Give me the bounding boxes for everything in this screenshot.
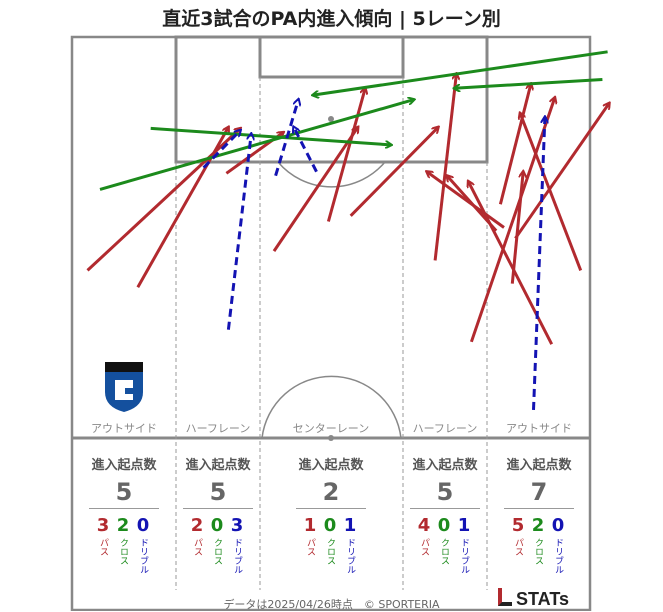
pass-label: パス	[98, 538, 108, 556]
goal-area	[258, 35, 405, 79]
stats-logo: STATs	[498, 588, 569, 610]
pass-arrow-13	[520, 113, 583, 271]
lane-label-halfspace-left: ハーフレーン	[186, 422, 251, 435]
pass-count: 1	[303, 515, 317, 536]
pass-arrow-9	[427, 172, 505, 229]
dribble-label: ドリブル	[138, 538, 148, 574]
cross-arrow-16	[99, 100, 414, 191]
stat-divider	[410, 508, 480, 509]
pass-count: 3	[96, 515, 110, 536]
pass-count: 4	[417, 515, 431, 536]
stat-total: 5	[436, 478, 454, 506]
dribble-arrow-24	[202, 130, 241, 169]
stat-total: 2	[322, 478, 340, 506]
dribble-label: ドリブル	[232, 538, 242, 574]
cross-arrow-18	[313, 50, 608, 95]
pass-label: パス	[513, 538, 523, 556]
chart-title: 直近3試合のPA内進入傾向 | 5レーン別	[162, 8, 501, 30]
cross-arrow-19	[454, 78, 603, 89]
stat-total: 5	[209, 478, 227, 506]
dribble-count: 0	[551, 515, 565, 536]
pass-count: 2	[190, 515, 204, 536]
dribble-label: ドリブル	[459, 538, 469, 574]
pass-arrow-15	[514, 103, 609, 240]
pass-arrow-2	[136, 127, 229, 288]
footer-note: データは2025/04/26時点 © SPORTERIA	[223, 598, 440, 611]
stat-divider	[504, 508, 574, 509]
cross-label: クロス	[212, 538, 222, 565]
stat-head: 進入起点数	[412, 458, 478, 473]
entry-arrows	[86, 50, 610, 410]
cross-count: 0	[437, 515, 451, 536]
cross-count: 0	[210, 515, 224, 536]
dribble-count: 1	[457, 515, 471, 536]
dribble-count: 3	[230, 515, 244, 536]
penalty-spot	[328, 116, 334, 122]
pass-arrow-7	[433, 74, 456, 261]
pass-label: パス	[192, 538, 202, 556]
penalty-arc	[277, 161, 386, 188]
cross-arrow-17	[150, 126, 391, 145]
cross-count: 2	[531, 515, 545, 536]
dribble-arrow-22	[294, 127, 318, 173]
stat-divider	[89, 508, 159, 509]
stat-total: 7	[530, 478, 548, 506]
pass-arrow-6	[349, 127, 439, 217]
cross-label: クロス	[118, 538, 128, 565]
pass-arrow-12	[510, 172, 523, 284]
cross-label: クロス	[325, 538, 335, 565]
stat-divider	[183, 508, 253, 509]
stats-logo-icon	[498, 588, 512, 606]
pass-arrow-11	[469, 98, 554, 343]
dribble-arrow-20	[226, 134, 251, 330]
cross-label: クロス	[533, 538, 543, 565]
dribble-label: ドリブル	[553, 538, 563, 574]
stat-total: 5	[115, 478, 133, 506]
pass-label: パス	[305, 538, 315, 556]
dribble-arrow-23	[532, 117, 545, 410]
pass-arrow-3	[272, 127, 358, 252]
cross-label: クロス	[439, 538, 449, 565]
cross-count: 0	[323, 515, 337, 536]
pass-arrow-5	[326, 88, 365, 222]
lane-label-outside-right: アウトサイド	[506, 422, 572, 435]
pass-label: パス	[419, 538, 429, 556]
lane-label-outside-left: アウトサイド	[91, 422, 157, 435]
lane-labels: アウトサイド ハーフレーン センターレーン ハーフレーン アウトサイド	[91, 422, 572, 435]
stat-divider	[296, 508, 366, 509]
dribble-count: 0	[136, 515, 150, 536]
pass-arrow-8	[498, 84, 531, 205]
cross-count: 2	[116, 515, 130, 536]
pass-count: 5	[511, 515, 525, 536]
dribble-label: ドリブル	[345, 538, 355, 574]
stat-head: 進入起点数	[185, 458, 251, 473]
team-crest-icon	[105, 362, 143, 412]
dribble-count: 1	[343, 515, 357, 536]
center-circle-arc	[261, 375, 402, 439]
stat-head: 進入起点数	[91, 458, 157, 473]
brand-text: STATs	[516, 589, 569, 609]
lane-label-center: センターレーン	[293, 422, 369, 435]
center-spot	[328, 435, 334, 441]
stat-head: 進入起点数	[298, 458, 364, 473]
dribble-arrow-21	[274, 100, 299, 177]
stat-head: 進入起点数	[506, 458, 572, 473]
lane-label-halfspace-right: ハーフレーン	[413, 422, 478, 435]
